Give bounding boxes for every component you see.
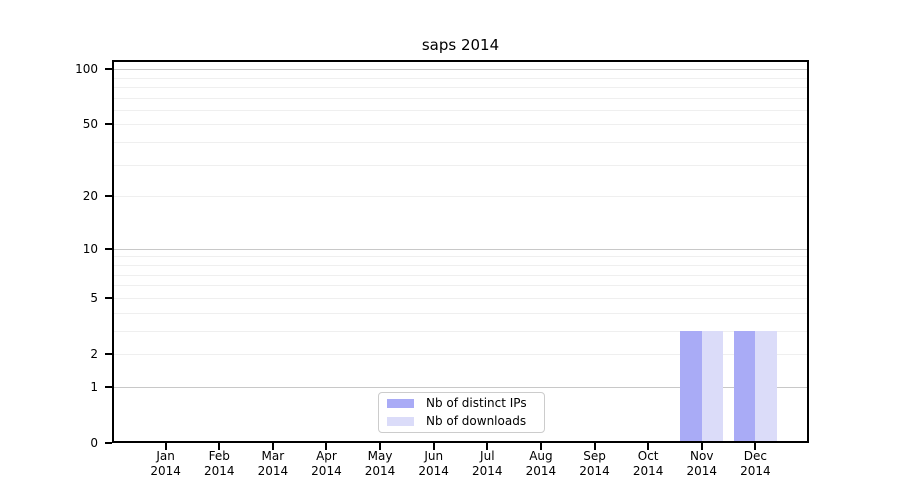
x-tick-mark — [218, 443, 221, 450]
chart-title: saps 2014 — [421, 36, 500, 54]
y-tick-label: 1 — [90, 379, 98, 394]
x-month-text: Sep — [583, 449, 606, 463]
x-month-text: Mar — [261, 449, 285, 463]
x-month-text: Jul — [480, 449, 495, 463]
x-month-label: Apr 2014 — [286, 449, 366, 479]
x-tick-mark — [379, 443, 382, 450]
y-tick-label: 0 — [90, 436, 98, 450]
bar-series-0-nov — [680, 330, 702, 443]
x-tick-mark — [539, 443, 542, 450]
x-month-text: Feb — [208, 449, 230, 463]
x-month-label: Nov 2014 — [662, 449, 742, 479]
gridline-minor — [112, 109, 809, 111]
bar-series-1-dec — [755, 330, 777, 443]
x-month-text: Aug — [529, 449, 553, 463]
legend-label: Nb of downloads — [426, 414, 527, 428]
y-tick-label: 10 — [82, 241, 98, 256]
gridline-minor — [112, 285, 809, 287]
legend-label: Nb of distinct IPs — [426, 396, 527, 410]
legend-entry: Nb of distinct IPs — [379, 396, 544, 411]
x-month-label: Jun 2014 — [394, 449, 474, 479]
x-tick-mark — [647, 443, 650, 450]
x-tick-mark — [486, 443, 489, 450]
x-month-label: Sep 2014 — [555, 449, 635, 479]
gridline-minor — [112, 77, 809, 79]
x-year-text: 2014 — [418, 464, 449, 478]
x-month-label: Jan 2014 — [126, 449, 206, 479]
y-tick-label: 100 — [75, 62, 98, 77]
x-year-text: 2014 — [257, 464, 289, 478]
y-tick-mark — [105, 442, 112, 444]
y-tick-mark — [105, 296, 112, 299]
gridline-minor — [112, 256, 809, 258]
gridline-minor — [112, 86, 809, 88]
y-tick-mark — [105, 68, 112, 71]
x-year-text: 2014 — [740, 464, 771, 478]
y-tick-mark — [105, 195, 112, 198]
x-year-text: 2014 — [311, 464, 342, 478]
y-tick-label: 5 — [90, 290, 98, 305]
y-tick-label: 2 — [90, 346, 98, 361]
gridline-minor — [112, 164, 809, 166]
gridline-minor — [112, 274, 809, 276]
gridline-decade — [112, 69, 809, 71]
bar-series-1-nov — [701, 330, 724, 443]
y-tick-mark — [105, 352, 112, 355]
x-month-text: Apr — [316, 449, 337, 463]
x-month-text: Jun — [424, 449, 444, 463]
x-tick-mark — [271, 443, 274, 450]
y-tick-mark — [105, 123, 112, 126]
gridline-minor — [112, 97, 809, 99]
x-month-label: Oct 2014 — [608, 449, 688, 479]
x-year-text: 2014 — [632, 464, 664, 478]
gridline-decade — [112, 386, 809, 388]
gridline-minor — [112, 297, 809, 299]
x-month-label: Feb 2014 — [179, 449, 259, 479]
x-month-label: Dec 2014 — [715, 449, 795, 479]
x-year-text: 2014 — [203, 464, 235, 478]
legend-swatch — [387, 417, 414, 426]
x-month-label: Jul 2014 — [447, 449, 527, 479]
x-month-text: Nov — [690, 449, 714, 463]
x-month-text: Jan — [156, 449, 175, 463]
x-year-text: 2014 — [364, 464, 396, 478]
gridline-minor — [112, 330, 809, 332]
x-month-text: Oct — [637, 449, 659, 463]
gridline-minor — [112, 264, 809, 266]
y-tick-mark — [105, 385, 112, 388]
x-month-text: May — [367, 449, 393, 463]
x-month-label: Aug 2014 — [501, 449, 581, 479]
y-tick-mark — [105, 247, 112, 250]
y-tick-label: 50 — [82, 117, 98, 132]
x-tick-mark — [754, 443, 757, 450]
x-tick-mark — [325, 443, 328, 450]
y-tick-label: 20 — [82, 189, 98, 204]
gridline-minor — [112, 124, 809, 126]
legend-entry: Nb of downloads — [379, 414, 544, 429]
x-tick-mark — [593, 443, 596, 450]
plot-area — [112, 60, 809, 443]
x-year-text: 2014 — [150, 464, 181, 478]
gridline-minor — [112, 196, 809, 198]
gridline-minor — [112, 312, 809, 314]
gridline-minor — [112, 142, 809, 144]
x-year-text: 2014 — [686, 464, 718, 478]
x-tick-mark — [700, 443, 703, 450]
x-month-label: Mar 2014 — [233, 449, 313, 479]
x-month-label: May 2014 — [340, 449, 420, 479]
x-tick-mark — [432, 443, 435, 450]
legend: Nb of distinct IPs Nb of downloads — [378, 392, 545, 433]
gridline-decade — [112, 248, 809, 250]
x-year-text: 2014 — [472, 464, 503, 478]
x-year-text: 2014 — [579, 464, 610, 478]
bar-series-0-dec — [733, 330, 756, 443]
gridline-minor — [112, 353, 809, 355]
x-tick-mark — [164, 443, 167, 450]
legend-swatch — [387, 399, 414, 408]
x-year-text: 2014 — [525, 464, 557, 478]
x-month-text: Dec — [743, 449, 767, 463]
